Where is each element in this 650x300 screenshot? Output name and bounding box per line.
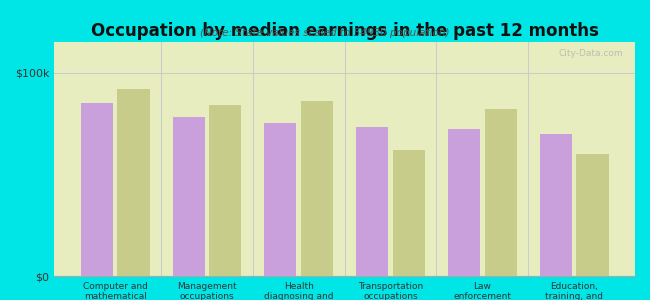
Bar [172,117,205,276]
Title: Occupation by median earnings in the past 12 months: Occupation by median earnings in the pas… [91,22,599,40]
Bar [540,134,572,276]
Bar [577,154,608,276]
Bar [265,123,296,276]
Bar [448,130,480,276]
Text: City-Data.com: City-Data.com [559,49,623,58]
Bar [393,150,425,276]
Bar [356,128,388,276]
Bar [485,109,517,276]
Bar [118,89,150,276]
Bar [81,103,113,276]
Text: (Note: State values scaled to 54930 population): (Note: State values scaled to 54930 popu… [200,28,450,38]
Bar [301,101,333,276]
Bar [209,105,241,276]
